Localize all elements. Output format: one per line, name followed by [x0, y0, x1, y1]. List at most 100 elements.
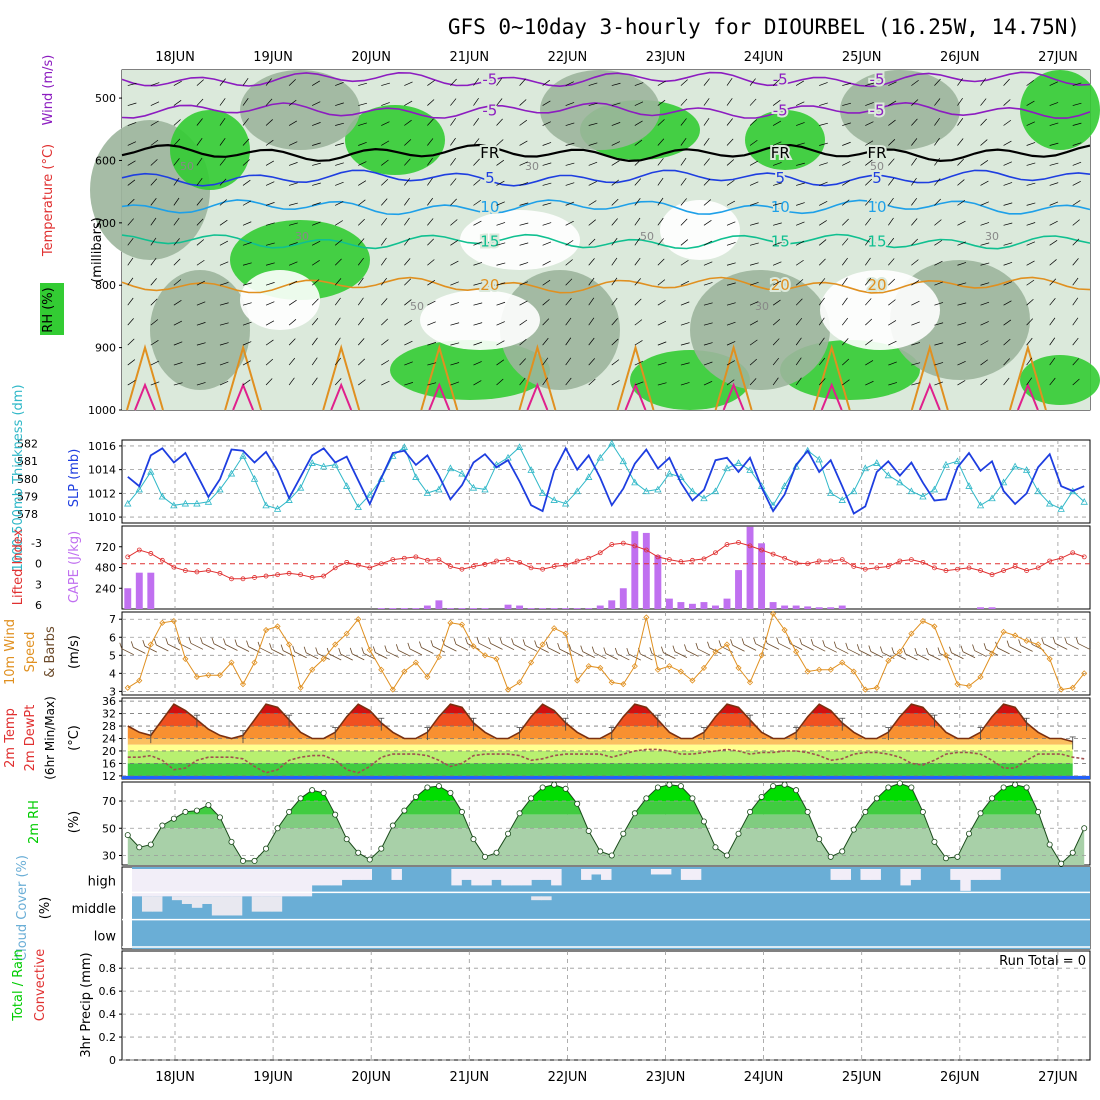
wind-barb: [911, 197, 918, 206]
wind-speed-point: [435, 654, 442, 661]
cloud-row-label: high: [88, 875, 116, 890]
isotherm-label: 10: [771, 198, 790, 216]
wind-barb-flag: [983, 643, 987, 650]
wind-barb: [519, 222, 529, 226]
wind-barb: [1072, 277, 1079, 286]
wind-barb: [634, 340, 643, 346]
wind-speed-point: [1058, 686, 1065, 693]
wind-barb: [242, 118, 249, 126]
wind-barb: [1043, 643, 1056, 651]
lifted-index-point: [874, 565, 880, 571]
wind-barb: [749, 160, 759, 166]
wind-barb: [242, 98, 249, 106]
wind-barb: [565, 162, 575, 166]
cloud-mid-block: [251, 896, 263, 912]
temperature-legend: Temperature (°C): [41, 144, 56, 257]
wind-barb: [847, 648, 860, 656]
isotherm-25-line: [224, 344, 263, 411]
wind-barb: [634, 319, 643, 326]
wind-barb: [450, 157, 457, 166]
wind-barb: [726, 302, 736, 306]
wind-barb: [634, 139, 643, 146]
lifted-index-point: [1081, 554, 1087, 560]
wind-barb: [381, 380, 390, 386]
thickness-point: [423, 489, 432, 496]
wind-barb: [536, 646, 549, 653]
cloud-high-gap: [221, 869, 233, 897]
thickness-point: [677, 473, 685, 480]
rh-point: [320, 789, 327, 796]
wind-barb: [150, 360, 160, 366]
isotherm-25-line: [714, 344, 753, 411]
wind-barb-flag: [349, 647, 353, 655]
wind-barb: [335, 82, 344, 86]
wind-barb-flag: [511, 638, 514, 645]
lifted-index-point: [759, 547, 764, 553]
wind-barb: [749, 301, 759, 306]
rh-blob: [170, 110, 250, 190]
wind-barb: [1049, 298, 1056, 306]
lifted-index-point: [1012, 564, 1018, 569]
wind-barb: [404, 178, 411, 186]
wind-barb-flag: [672, 645, 676, 652]
rh-point: [366, 856, 373, 863]
cloud-mid-block: [271, 896, 283, 912]
wind-barb: [381, 217, 388, 226]
cape-bar: [504, 604, 512, 609]
wind-barb: [404, 320, 413, 326]
wind-barb: [657, 197, 664, 206]
cloud-high-gap: [251, 869, 263, 897]
wind-barb: [743, 643, 757, 651]
wind-speed-point: [1000, 628, 1007, 635]
wind-barb: [450, 302, 460, 306]
wind-barb: [496, 242, 506, 246]
wind-barb-flag: [810, 639, 814, 646]
wind-barb: [772, 141, 782, 146]
wind-barb-flag: [856, 644, 860, 651]
thickness-point: [308, 459, 316, 466]
lifted-index-point: [1058, 555, 1064, 561]
wind-barb: [242, 379, 251, 386]
thickness-point: [273, 505, 282, 512]
wind-barb: [427, 300, 436, 306]
thickness-point: [343, 482, 351, 489]
wind-barb: [473, 322, 483, 326]
rh-point: [896, 780, 903, 787]
cloud-high-gap: [950, 869, 961, 880]
wind-barb: [242, 282, 252, 286]
wind-barb: [150, 340, 159, 346]
wind-title-line1: 10m Wind: [3, 619, 18, 685]
wind-barb: [288, 120, 298, 126]
wind-barb: [196, 301, 206, 306]
cloud-high-gap: [481, 869, 492, 886]
wind-speed-point: [597, 664, 604, 672]
day-label-top: 24JUN: [744, 50, 784, 65]
wind-barb: [381, 318, 389, 326]
wind-barb: [427, 157, 433, 166]
lifted-index-point: [125, 554, 131, 560]
lifted-index-point: [367, 565, 373, 571]
wind-barb: [1072, 200, 1081, 206]
wind-speed-point: [677, 668, 684, 675]
wind-barb: [749, 98, 757, 106]
rh-point: [228, 838, 235, 845]
isotherm-label: 5: [485, 169, 495, 187]
rh-point: [643, 795, 650, 802]
rh-point: [1023, 784, 1030, 791]
wind-barb: [980, 98, 987, 106]
wind-barb: [242, 360, 252, 366]
wind-barb: [1003, 78, 1010, 86]
isotherm-30-line: [722, 382, 745, 411]
wind-barb: [381, 298, 388, 306]
precip-axis-title: 3hr Precip (mm): [79, 952, 94, 1057]
cloud-high-gap: [181, 869, 193, 897]
wind-barb: [127, 277, 134, 286]
wind-barb: [888, 278, 896, 286]
wind-barb: [450, 98, 457, 106]
wind-barb-flag: [614, 647, 618, 655]
wind-barb: [588, 219, 596, 226]
wind-barb: [242, 200, 252, 206]
cape-bar: [550, 608, 558, 609]
wind-barb: [841, 297, 848, 306]
cloud-high-gap: [601, 869, 612, 880]
